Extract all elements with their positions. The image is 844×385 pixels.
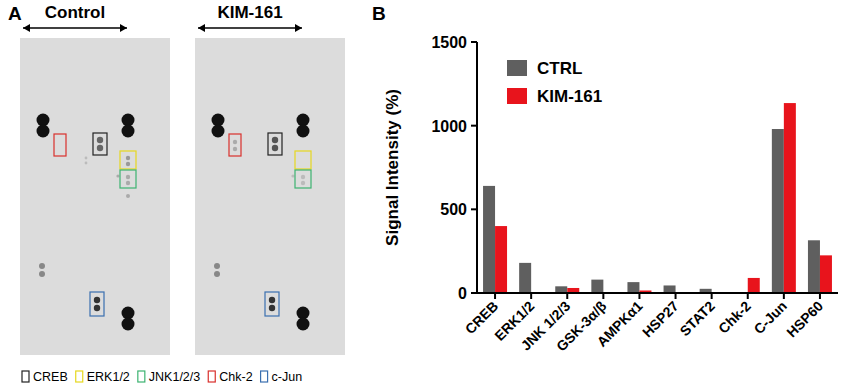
blot-spot	[272, 137, 278, 143]
blot-spot	[39, 263, 45, 269]
spot-box	[120, 170, 136, 188]
membrane	[195, 38, 345, 355]
bar	[591, 280, 603, 293]
x-axis	[477, 292, 838, 294]
arrow-head	[23, 24, 127, 32]
membrane-title: Control	[45, 3, 105, 22]
legend-label: JNK1/2/3	[149, 370, 200, 384]
blot-spot	[97, 145, 103, 151]
y-tick-label: 500	[440, 201, 467, 218]
blot-spot	[122, 125, 135, 138]
blot-spot	[126, 181, 130, 185]
legend-box	[76, 371, 83, 382]
y-tick-label: 0	[458, 285, 467, 302]
y-tick-label: 1500	[431, 34, 467, 51]
blot-spot	[39, 271, 45, 277]
blot-spot	[94, 297, 100, 303]
blot-spot	[122, 318, 135, 331]
legend-box	[22, 371, 29, 382]
blot-spot	[297, 125, 310, 138]
legend-label: KIM-161	[537, 87, 602, 106]
arrow	[198, 27, 302, 29]
bar	[772, 129, 784, 293]
spot-box	[265, 292, 279, 316]
panel-label: A	[8, 3, 22, 24]
blot-spot	[97, 137, 103, 143]
spot-box	[229, 134, 241, 156]
y-axis-title: Signal Intensity (%)	[383, 89, 402, 246]
x-tick-label: HSP27	[639, 298, 682, 341]
arrow	[23, 27, 127, 29]
bar	[555, 286, 567, 293]
legend-label: CTRL	[537, 59, 582, 78]
spot-box	[93, 133, 107, 155]
x-tick-label: STAT2	[677, 298, 718, 339]
blot-spot	[301, 175, 305, 179]
x-tick-label: Chk-2	[715, 298, 754, 337]
blot-spot	[301, 181, 305, 185]
bar	[627, 282, 639, 293]
spot-box	[268, 133, 282, 155]
membrane-title: KIM-161	[217, 3, 282, 22]
legend-swatch	[507, 60, 527, 76]
figure: A Control KIM-161 CREB ERK1/2 JNK1/2/3 Chk-2 c-…	[0, 0, 844, 385]
bar	[784, 103, 796, 293]
blot-spot	[126, 162, 130, 166]
bars	[483, 103, 832, 293]
bar	[748, 278, 760, 293]
bar	[483, 186, 495, 293]
blot-spot	[116, 174, 119, 177]
y-axis	[476, 42, 478, 293]
blot-spot	[272, 145, 278, 151]
blot-spot	[94, 305, 100, 311]
blot-spot	[233, 147, 237, 151]
spot-box	[295, 151, 311, 169]
legend-box	[208, 371, 215, 382]
arrow-head	[198, 24, 302, 32]
legend-label: ERK1/2	[87, 370, 130, 384]
x-tick-label: C-Jun	[751, 298, 790, 337]
legend-label: CREB	[33, 370, 68, 384]
y-tick-label: 1000	[431, 118, 467, 135]
blot-spot	[37, 125, 50, 138]
blot-spot	[297, 318, 310, 331]
panel-label: B	[372, 3, 386, 24]
blot-spot	[212, 125, 225, 138]
spot-box	[295, 170, 311, 188]
legend-box	[138, 371, 145, 382]
blot-spot	[126, 156, 130, 160]
blot-spot	[126, 194, 130, 198]
blot-spot	[85, 162, 88, 165]
membrane-background	[20, 38, 170, 355]
blot-spot	[85, 157, 88, 160]
spot-box	[54, 134, 66, 156]
legend-label: c-Jun	[272, 370, 303, 384]
blot-spot	[126, 175, 130, 179]
x-tick-label: AMPKα1	[594, 298, 646, 350]
membrane	[20, 38, 170, 355]
bar	[820, 255, 832, 293]
bar	[664, 285, 676, 293]
bar	[495, 226, 507, 293]
blot-spot	[269, 297, 275, 303]
spot-box	[120, 151, 136, 169]
blot-spot	[291, 174, 294, 177]
legend-swatch	[507, 88, 527, 104]
blot-spot	[233, 140, 237, 144]
blot-spot	[269, 305, 275, 311]
blot-spot	[214, 271, 220, 277]
bar	[808, 240, 820, 293]
legend-label: Chk-2	[219, 370, 252, 384]
x-tick-label: HSP60	[783, 298, 826, 341]
membrane-background	[195, 38, 345, 355]
spot-box	[90, 292, 104, 316]
blot-spot	[214, 263, 220, 269]
legend-box	[261, 371, 268, 382]
bar	[519, 263, 531, 293]
